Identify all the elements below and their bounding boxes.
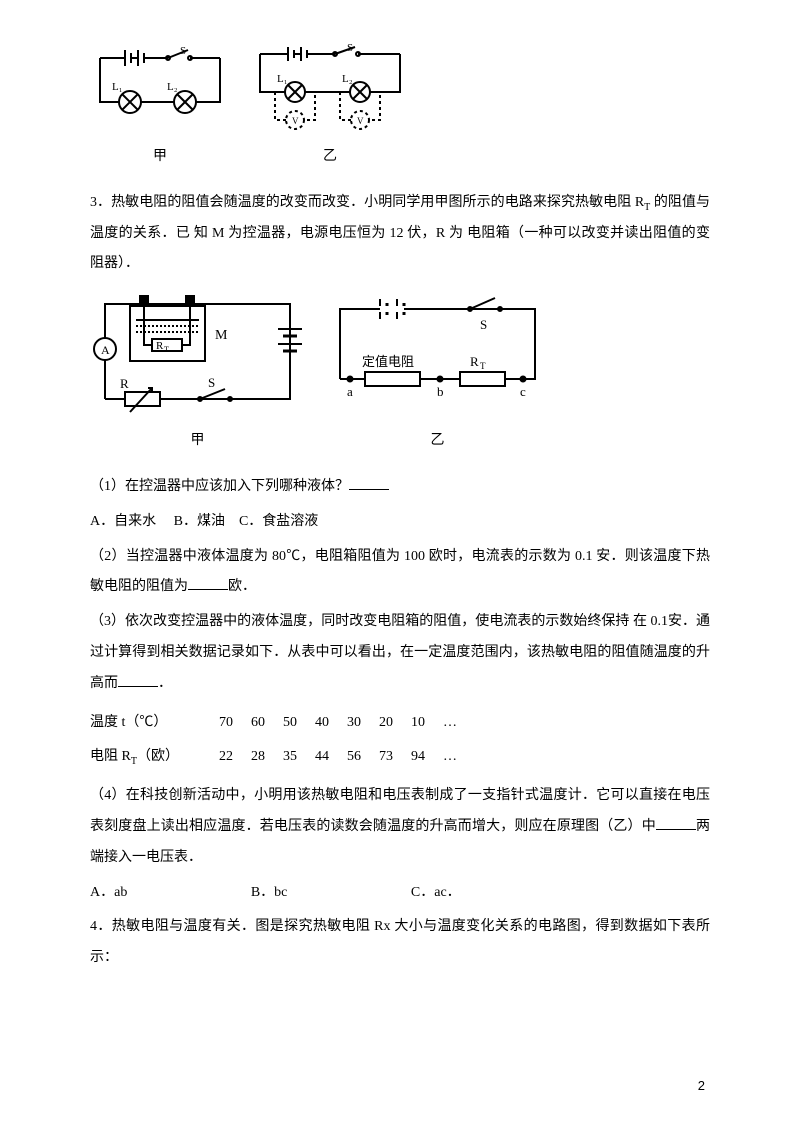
cell: 35 — [283, 740, 315, 775]
table-row-res: 电阻 RT（欧） 22 28 35 44 56 73 94 … — [90, 740, 475, 775]
svg-text:L₁: L₁ — [112, 81, 123, 93]
opt-c: C．ac． — [411, 878, 461, 909]
res-label-unit: （欧） — [137, 749, 179, 764]
svg-text:R: R — [470, 354, 479, 369]
svg-text:R: R — [156, 340, 164, 352]
q3-sub1-text: （1）在控温器中应该加入下列哪种液体？ — [90, 479, 349, 494]
q3-sub2: （2）当控温器中液体温度为 80℃，电阻箱阻值为 100 欧时，电流表的示数为 … — [90, 542, 710, 604]
blank-4 — [656, 816, 696, 830]
cell-res-label: 电阻 RT（欧） — [90, 740, 219, 775]
cell: 60 — [251, 706, 283, 741]
cell: 10 — [411, 706, 443, 741]
svg-text:c: c — [520, 384, 526, 399]
cell: 50 — [283, 706, 315, 741]
circuit-yi-small: S L₁ L₂ V V 乙 — [250, 40, 410, 173]
svg-text:S: S — [208, 375, 215, 390]
opt-a: A．ab — [90, 878, 127, 909]
q3-sub3: （3）依次改变控温器中的液体温度，同时改变电阻箱的阻值，使电流表的示数始终保持 … — [90, 607, 710, 699]
circuit-q3-yi: S 定值电阻 R T a b c 乙 — [325, 284, 550, 457]
svg-text:L₁: L₁ — [277, 73, 288, 85]
q3-opts1: A．自来水 B．煤油 C．食盐溶液 — [90, 507, 710, 538]
q3-opts4: A．ab B．bc C．ac． — [90, 878, 710, 909]
svg-text:L₂: L₂ — [167, 81, 178, 93]
cell: 30 — [347, 706, 379, 741]
q4-intro: 4．热敏电阻与温度有关．图是探究热敏电阻 Rx 大小与温度变化关系的电路图，得到… — [90, 912, 710, 974]
circuit-label-jia: 甲 — [90, 142, 230, 173]
q3-sub4: （4）在科技创新活动中，小明用该热敏电阻和电压表制成了一支指针式温度计．它可以直… — [90, 781, 710, 873]
q3-sub4-text: （4）在科技创新活动中，小明用该热敏电阻和电压表制成了一支指针式温度计．它可以直… — [90, 788, 710, 834]
blank-2 — [188, 576, 228, 590]
q3-data-table: 温度 t（℃） 70 60 50 40 30 20 10 … 电阻 RT（欧） … — [90, 706, 475, 776]
svg-text:S: S — [480, 317, 487, 332]
blank-3 — [118, 673, 158, 687]
q3-circuit-label-yi: 乙 — [325, 426, 550, 457]
circuit-pair-q3: A R T M — [90, 284, 710, 457]
circuit-jia-small: S L₁ L₂ 甲 — [90, 40, 230, 173]
svg-text:b: b — [437, 384, 444, 399]
res-label-text: 电阻 R — [90, 749, 131, 764]
svg-text:T: T — [480, 361, 486, 371]
cell: … — [443, 740, 475, 775]
cell: 56 — [347, 740, 379, 775]
svg-text:a: a — [347, 384, 353, 399]
cell: 44 — [315, 740, 347, 775]
cell: 73 — [379, 740, 411, 775]
svg-text:S: S — [347, 42, 353, 54]
circuit-q3-jia: A R T M — [90, 284, 305, 457]
q3-sub2-text: （2）当控温器中液体温度为 80℃，电阻箱阻值为 100 欧时，电流表的示数为 … — [90, 549, 710, 595]
page-number: 2 — [698, 1072, 705, 1101]
q3-circuit-label-jia: 甲 — [90, 426, 305, 457]
cell: 40 — [315, 706, 347, 741]
cell: 70 — [219, 706, 251, 741]
circuit-pair-top: S L₁ L₂ 甲 — [90, 40, 710, 173]
circuit-label-yi: 乙 — [250, 142, 410, 173]
svg-text:定值电阻: 定值电阻 — [362, 354, 414, 369]
q3-intro: 3．热敏电阻的阻值会随温度的改变而改变．小明同学用甲图所示的电路来探究热敏电阻 … — [90, 188, 710, 280]
cell: … — [443, 706, 475, 741]
blank-1 — [349, 476, 389, 490]
svg-text:V: V — [292, 116, 299, 126]
q3-intro-text: 3．热敏电阻的阻值会随温度的改变而改变．小明同学用甲图所示的电路来探究热敏电阻 … — [90, 195, 644, 210]
cell: 94 — [411, 740, 443, 775]
cell: 22 — [219, 740, 251, 775]
q3-sub3-end: ． — [158, 676, 172, 691]
q3-sub3-text: （3）依次改变控温器中的液体温度，同时改变电阻箱的阻值，使电流表的示数始终保持 … — [90, 614, 710, 691]
table-row-temp: 温度 t（℃） 70 60 50 40 30 20 10 … — [90, 706, 475, 741]
cell: 20 — [379, 706, 411, 741]
q3-sub2-end: 欧． — [228, 579, 256, 594]
cell-temp-label: 温度 t（℃） — [90, 706, 219, 741]
svg-text:A: A — [101, 343, 110, 357]
svg-text:T: T — [164, 345, 169, 354]
q3-sub1: （1）在控温器中应该加入下列哪种液体？ — [90, 472, 710, 503]
opt-b: B．bc — [251, 878, 288, 909]
cell: 28 — [251, 740, 283, 775]
svg-text:V: V — [357, 116, 364, 126]
svg-text:M: M — [215, 328, 228, 343]
svg-text:L₂: L₂ — [342, 73, 353, 85]
svg-text:S: S — [180, 45, 186, 57]
svg-text:R: R — [120, 376, 129, 391]
